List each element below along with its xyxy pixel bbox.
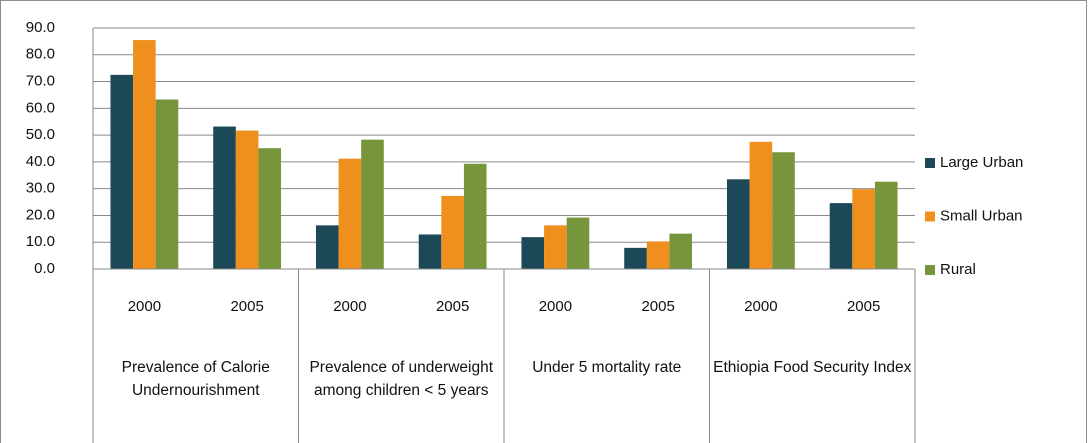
y-tick-label: 20.0 (26, 206, 55, 223)
y-tick-label: 60.0 (26, 99, 55, 116)
y-tick-label: 10.0 (26, 233, 55, 250)
y-tick-label: 40.0 (26, 153, 55, 170)
x-tick-label: 2000 (128, 298, 161, 315)
bar (749, 141, 773, 269)
bar (544, 225, 567, 269)
y-tick-label: 70.0 (26, 73, 55, 90)
bar (133, 40, 156, 269)
legend-swatch (925, 265, 935, 275)
legend-label: Large Urban (940, 154, 1023, 171)
legend-swatch (925, 158, 935, 168)
bar (852, 189, 875, 269)
bar (772, 152, 795, 269)
bar (463, 163, 487, 269)
bar (441, 195, 464, 269)
bar (646, 241, 670, 269)
legend-swatch (925, 211, 935, 222)
x-tick-label: 2000 (744, 298, 777, 315)
bar (669, 233, 693, 269)
bar (418, 234, 442, 269)
legend-label: Rural (940, 261, 976, 278)
x-tick-label: 2000 (333, 298, 366, 315)
x-tick-label: 2005 (847, 298, 880, 315)
x-tick-label: 2005 (436, 298, 469, 315)
bar (155, 99, 179, 269)
bar (258, 148, 282, 269)
bar (829, 203, 853, 269)
bar (338, 158, 362, 269)
group-label: Under 5 mortality rate (532, 359, 682, 376)
y-tick-label: 90.0 (26, 19, 55, 36)
group-label: Prevalence of underweight among children… (309, 359, 494, 399)
y-tick-label: 80.0 (26, 46, 55, 63)
bar (726, 179, 750, 269)
bar (315, 225, 339, 269)
bar (213, 126, 236, 269)
x-tick-label: 2005 (641, 298, 674, 315)
group-label: Prevalence of Calorie Undernourishment (121, 359, 270, 399)
y-tick-label: 50.0 (26, 126, 55, 143)
bar (110, 74, 134, 269)
bar (521, 237, 545, 269)
bar (566, 217, 590, 269)
y-tick-label: 0.0 (34, 260, 55, 277)
x-tick-label: 2000 (539, 298, 572, 315)
group-label: Ethiopia Food Security Index (713, 359, 912, 376)
bar (235, 130, 259, 269)
x-tick-label: 2005 (230, 298, 263, 315)
legend-label: Small Urban (940, 207, 1023, 224)
bar (624, 247, 647, 269)
bar (874, 181, 898, 269)
bar (361, 139, 384, 269)
y-tick-label: 30.0 (26, 180, 55, 197)
